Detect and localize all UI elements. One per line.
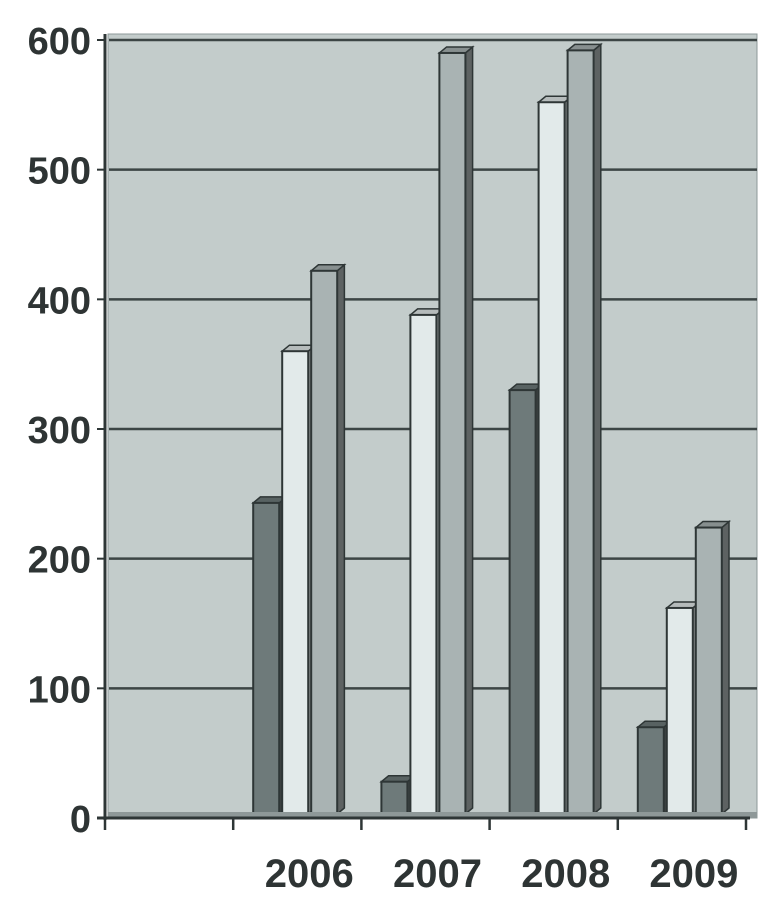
bar-front — [508, 389, 537, 815]
gridlines — [109, 38, 757, 690]
bar — [693, 519, 732, 816]
bar-front — [380, 780, 409, 816]
floor — [108, 812, 757, 818]
bar-side — [721, 519, 730, 816]
bar-front — [252, 501, 281, 815]
bars — [251, 42, 732, 816]
y-tick-label: 500 — [28, 151, 91, 193]
bar-front — [665, 606, 694, 815]
y-tick-label: 100 — [28, 669, 91, 711]
bar-front — [438, 51, 467, 815]
bar-front — [636, 726, 665, 816]
y-tick-label: 400 — [28, 280, 91, 322]
x-tick-label: 2009 — [649, 852, 738, 896]
bar-side — [464, 45, 474, 816]
y-tick-label: 0 — [70, 799, 91, 841]
bar-front — [281, 350, 310, 815]
y-tick-label: 600 — [28, 21, 91, 63]
y-tick-label: 300 — [28, 410, 91, 452]
bar-front — [537, 101, 566, 816]
x-tick-label: 2006 — [265, 852, 354, 896]
bar — [309, 263, 347, 816]
bar-front — [566, 49, 595, 815]
bar-front — [409, 313, 438, 815]
x-tick-label: 2008 — [521, 852, 610, 896]
bar-front — [310, 269, 339, 816]
bar-front — [694, 526, 723, 816]
bar — [565, 42, 603, 816]
bar — [437, 45, 475, 816]
x-axis-labels: 2006 2007 2008 2009 — [265, 852, 739, 896]
bar-side — [592, 42, 602, 816]
y-tick-label: 200 — [28, 540, 91, 582]
x-tick-label: 2007 — [393, 852, 482, 896]
axes — [97, 34, 757, 830]
y-axis-labels: 0 100 200 300 400 500 600 — [28, 21, 91, 841]
bar-side — [336, 263, 346, 816]
